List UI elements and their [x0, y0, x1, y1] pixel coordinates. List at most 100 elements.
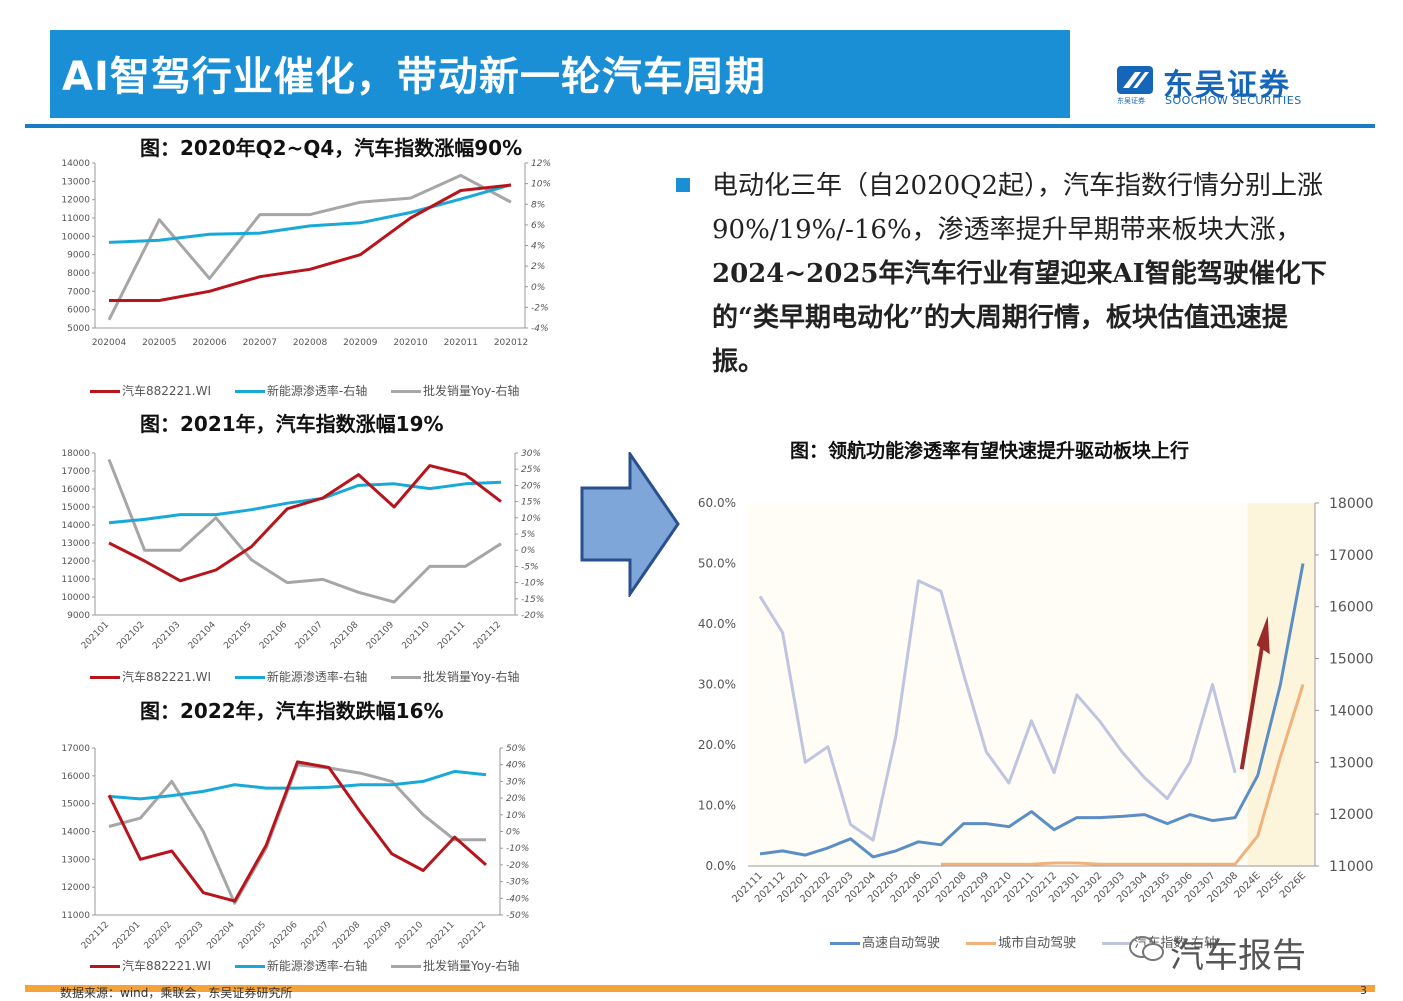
chart-2020-svg: 14000 13000 12000 11000 10000 9000 8000 7000 600… [61, 159, 551, 348]
chart-2022-svg: 17000 16000 15000 14000 13000 12000 11000 50% 40… [61, 744, 529, 952]
tick-label-x: 202110 [400, 620, 432, 652]
tick-label-left: 30.0% [698, 678, 736, 692]
legend-swatch [90, 390, 120, 393]
tick-label-right: -30% [506, 878, 529, 888]
tick-label-right: 12% [531, 159, 551, 169]
tick-label-x: 202112 [472, 620, 503, 651]
tick-label-left: 9000 [67, 251, 90, 261]
company-logo: 东吴证券 SOOCHOW SECURITIES 东吴证券 [1115, 58, 1315, 112]
chart-2021-svg: 18000 17000 16000 15000 14000 13000 12000 11000… [61, 449, 544, 652]
page-number: 3 [1360, 984, 1367, 997]
tick-label-right: -10% [506, 844, 529, 854]
tick-label-x: 202104 [187, 620, 219, 652]
header-rule [25, 124, 1375, 128]
legend-city: 城市自动驾驶 [998, 936, 1077, 951]
legend-index: 汽车882221.WI [122, 959, 212, 973]
legend-swatch [90, 676, 120, 679]
tick-label-left: 12000 [61, 196, 90, 206]
tick-label-left: 60.0% [698, 496, 736, 510]
tick-label-x: 202109 [365, 620, 397, 652]
bullet-marker [676, 178, 690, 192]
legend-swatch [391, 676, 422, 679]
legend-index: 汽车882221.WI [122, 384, 212, 398]
tick-label-right: 14000 [1329, 703, 1374, 719]
logo-mark-icon [1117, 66, 1153, 94]
series-line-1 [108, 480, 502, 525]
legend-highway: 高速自动驾驶 [862, 936, 941, 951]
tick-label-right: -40% [506, 894, 529, 904]
tick-label-right: 16000 [1329, 600, 1374, 616]
legend-sales: 批发销量Yoy-右轴 [423, 384, 520, 398]
legend-pen: 新能源渗透率-右轴 [266, 959, 368, 973]
tick-label-left: 13000 [61, 855, 90, 865]
tick-label-left: 7000 [67, 287, 90, 297]
chart-adas-svg: 60.0% 50.0% 40.0% 30.0% 20.0% 10.0% 0.0% 18000 1… [698, 496, 1374, 905]
wechat-icon [1129, 936, 1164, 961]
tick-label-left: 11000 [61, 911, 90, 921]
legend-swatch [391, 965, 422, 968]
tick-label-x: 202209 [363, 920, 395, 952]
tick-label-right: -2% [531, 303, 549, 313]
tick-label-x: 202203 [174, 920, 205, 951]
tick-label-x: 202103 [151, 620, 182, 651]
legend-swatch [391, 390, 422, 393]
tick-label-right: 18000 [1329, 496, 1374, 512]
series-line-1 [108, 769, 487, 801]
tick-label-left: 14000 [61, 159, 90, 169]
legend-swatch [90, 965, 120, 968]
tick-label-x: 202211 [425, 920, 456, 951]
tick-label-right: 30% [506, 777, 526, 787]
chart1-title: 图：2020年Q2~Q4，汽车指数涨幅90% [140, 136, 523, 160]
tick-label-x: 202011 [444, 338, 478, 348]
chart2-legend: 汽车882221.WI 新能源渗透率-右轴 批发销量Yoy-右轴 [90, 668, 519, 685]
tick-label-x: 202008 [293, 338, 328, 348]
tick-label-left: 18000 [61, 449, 90, 459]
tick-label-right: 15% [521, 498, 541, 508]
series-line-2 [758, 579, 1237, 842]
legend-swatch [234, 676, 265, 679]
tick-label-left: 16000 [61, 485, 90, 495]
logo-subtext: 东吴证券 [1117, 97, 1145, 105]
series-line-2 [108, 763, 486, 905]
tick-label-left: 13000 [61, 539, 90, 549]
tick-label-left: 17000 [61, 467, 90, 477]
tick-label-right: 40% [506, 761, 526, 771]
tick-label-right: 5% [521, 530, 535, 540]
tick-label-right: 13000 [1329, 755, 1374, 771]
tick-label-left: 14000 [61, 828, 90, 838]
tick-label-left: 9000 [67, 611, 90, 621]
tick-label-right: 11000 [1329, 859, 1374, 875]
series-line-0 [107, 760, 487, 903]
tick-label-right: 17000 [1329, 548, 1374, 564]
legend-swatch [234, 965, 265, 968]
tick-label-x: 202108 [329, 620, 361, 652]
tick-label-right: -5% [521, 562, 539, 572]
chart-adas: 60.0% 50.0% 40.0% 30.0% 20.0% 10.0% 0.0% 18000 1… [690, 490, 1380, 930]
trend-arrow-head-icon [1256, 615, 1270, 655]
tick-label-x: 202102 [115, 620, 146, 651]
right-chart-title: 图：领航功能渗透率有望快速提升驱动板块上行 [790, 440, 1190, 462]
tick-label-right: -50% [506, 911, 529, 921]
logo-name-en: SOOCHOW SECURITIES [1165, 94, 1302, 107]
legend-sales: 批发销量Yoy-右轴 [423, 959, 520, 973]
legend-swatch [1102, 942, 1133, 945]
series-line-0 [108, 464, 502, 583]
tick-label-right: -20% [506, 861, 529, 871]
legend-swatch [234, 390, 265, 393]
chart-2020: 14000 13000 12000 11000 10000 9000 8000 7000 600… [40, 155, 570, 355]
tick-label-x: 202202 [143, 920, 174, 951]
tick-label-x: 202205 [237, 920, 268, 951]
tick-label-left: 10000 [61, 593, 90, 603]
tick-label-left: 16000 [61, 772, 90, 782]
series-line-1 [108, 183, 512, 244]
tick-label-x: 202007 [243, 338, 277, 348]
chart-2021: 18000 17000 16000 15000 14000 13000 12000 11000… [40, 445, 570, 665]
tick-label-right: 0% [521, 546, 535, 556]
tick-label-left: 15000 [61, 800, 90, 810]
tick-label-right: 8% [531, 200, 545, 210]
series-line-0 [109, 183, 512, 302]
tick-label-right: 10% [506, 811, 526, 821]
chart1-legend: 汽车882221.WI 新能源渗透率-右轴 批发销量Yoy-右轴 [90, 382, 519, 399]
tick-label-x: 202210 [394, 920, 426, 952]
tick-label-right: -4% [531, 324, 549, 334]
